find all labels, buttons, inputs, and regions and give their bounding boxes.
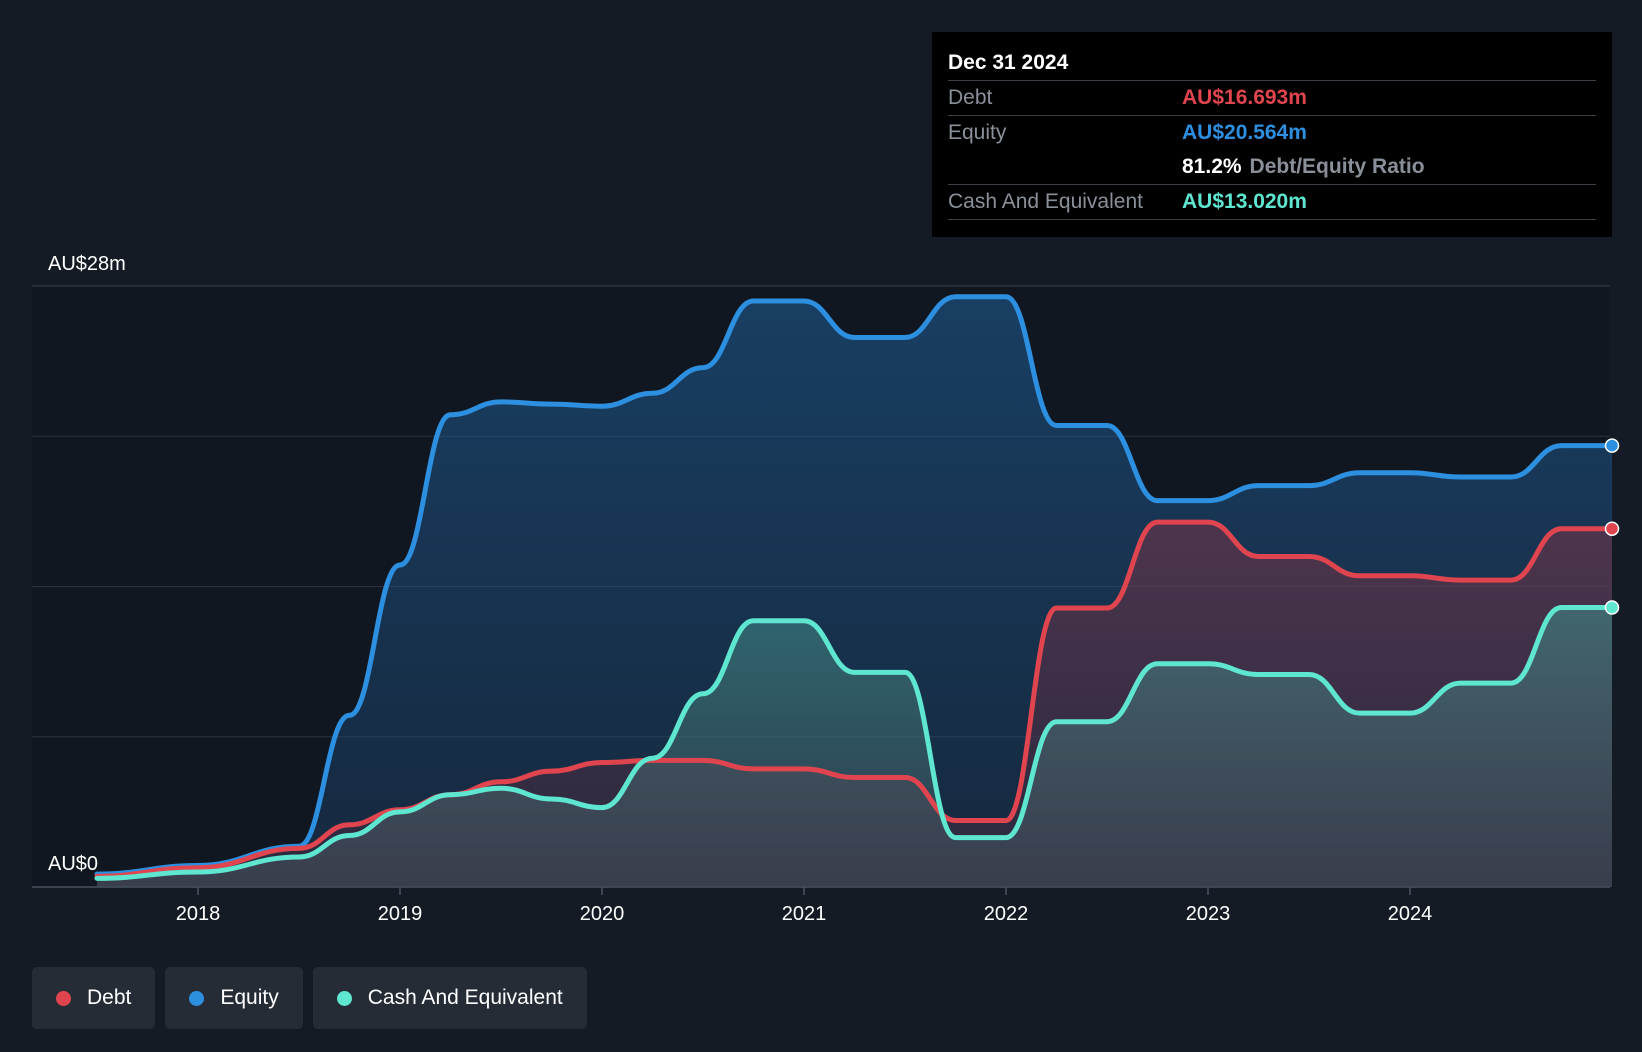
x-tick-label: 2019 bbox=[378, 903, 423, 925]
area-cash-and-equivalent bbox=[97, 607, 1612, 887]
y-axis-bottom-label: AU$0 bbox=[48, 853, 98, 875]
tooltip-ratio-row: 81.2% Debt/Equity Ratio bbox=[948, 150, 1596, 184]
y-axis-top-label: AU$28m bbox=[48, 253, 126, 275]
tooltip-divider bbox=[948, 219, 1596, 220]
tooltip-debt-value: AU$16.693m bbox=[1182, 86, 1307, 109]
x-tick-label: 2021 bbox=[782, 903, 827, 925]
x-tick-label: 2018 bbox=[176, 903, 221, 925]
legend-item-cash[interactable]: Cash And Equivalent bbox=[312, 967, 587, 1029]
tooltip: Dec 31 2024 Debt AU$16.693m Equity AU$20… bbox=[932, 32, 1612, 237]
series-end-markers bbox=[1604, 438, 1620, 615]
legend-label-debt: Debt bbox=[87, 986, 132, 1009]
tooltip-debt-row: Debt AU$16.693m bbox=[948, 80, 1596, 115]
end-marker-cash-and-equivalent bbox=[1604, 600, 1620, 615]
tooltip-cash-label: Cash And Equivalent bbox=[948, 190, 1143, 213]
line-cash-and-equivalent bbox=[94, 605, 1615, 881]
series-lines bbox=[94, 294, 1615, 881]
x-tick-label: 2020 bbox=[580, 903, 625, 925]
legend-label-equity: Equity bbox=[220, 986, 279, 1009]
tooltip-date: Dec 31 2024 bbox=[948, 51, 1069, 74]
tooltip-ratio-label: Debt/Equity Ratio bbox=[1249, 155, 1425, 178]
tooltip-debt-label: Debt bbox=[948, 86, 993, 109]
tooltip-equity-row: Equity AU$20.564m bbox=[948, 115, 1596, 150]
tooltip-cash-value: AU$13.020m bbox=[1182, 190, 1307, 213]
end-marker-equity bbox=[1604, 438, 1620, 453]
x-tick-label: 2024 bbox=[1388, 903, 1433, 925]
legend-dot-equity-icon bbox=[189, 990, 205, 1006]
x-tick-label: 2023 bbox=[1186, 903, 1231, 925]
tooltip-equity-value: AU$20.564m bbox=[1182, 121, 1307, 144]
legend-label-cash: Cash And Equivalent bbox=[367, 986, 563, 1009]
line-equity bbox=[94, 294, 1615, 877]
x-axis-ticks: 2018 2019 2020 2021 2022 2023 2024 bbox=[176, 887, 1433, 925]
tooltip-equity-label: Equity bbox=[948, 121, 1007, 144]
tooltip-cash-row: Cash And Equivalent AU$13.020m bbox=[948, 184, 1596, 219]
legend-item-debt[interactable]: Debt bbox=[32, 967, 156, 1029]
legend-dot-debt-icon bbox=[56, 990, 71, 1006]
legend-item-equity[interactable]: Equity bbox=[165, 967, 303, 1029]
end-marker-debt bbox=[1604, 521, 1620, 536]
tooltip-ratio-value: 81.2% bbox=[1182, 155, 1242, 178]
series-areas bbox=[97, 296, 1612, 887]
legend: Debt Equity Cash And Equivalent bbox=[32, 967, 587, 1029]
x-tick-label: 2022 bbox=[984, 903, 1029, 925]
legend-dot-cash-icon bbox=[336, 990, 352, 1006]
